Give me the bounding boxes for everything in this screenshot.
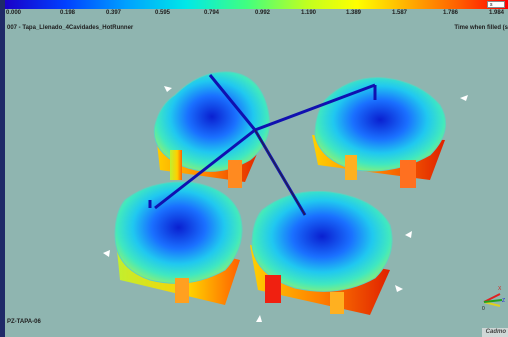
model-title: 007 - Tapa_Llenado_4Cavidades_HotRunner <box>7 25 134 31</box>
svg-text:0: 0 <box>482 306 485 312</box>
cavity-top-left[interactable] <box>153 71 270 188</box>
legend-tick: 1.984 <box>489 10 505 16</box>
legend-tick: 0.000 <box>6 10 22 16</box>
cavity-top-right[interactable] <box>312 77 447 188</box>
svg-text:X: X <box>498 286 502 292</box>
legend-tick: 1.190 <box>301 10 317 16</box>
axis-triad: X Z 0 <box>482 286 505 312</box>
gate-markers <box>103 86 468 322</box>
result-title: Time when filled (s <box>454 25 508 31</box>
legend-tick: 0.397 <box>106 10 122 16</box>
svg-text:Z: Z <box>502 298 505 304</box>
legend-tick: 0.992 <box>255 10 271 16</box>
window-border <box>0 0 5 337</box>
part-label: PZ-TAPA-06 <box>7 319 41 325</box>
legend-tick: 1.587 <box>392 10 408 16</box>
cavity-bottom-left[interactable] <box>114 181 243 305</box>
legend-tick: 0.198 <box>60 10 76 16</box>
legend-unit: s <box>487 1 505 8</box>
3d-model-view[interactable] <box>0 30 508 330</box>
cavity-bottom-right[interactable] <box>250 190 393 315</box>
legend-tick: 0.595 <box>155 10 171 16</box>
sprue-line <box>254 129 306 216</box>
legend-tick: 0.794 <box>204 10 220 16</box>
color-legend-bar <box>5 0 508 9</box>
brand-logo: Cadmo <box>482 328 508 337</box>
legend-tick: 1.786 <box>443 10 459 16</box>
legend-tick: 1.389 <box>346 10 362 16</box>
